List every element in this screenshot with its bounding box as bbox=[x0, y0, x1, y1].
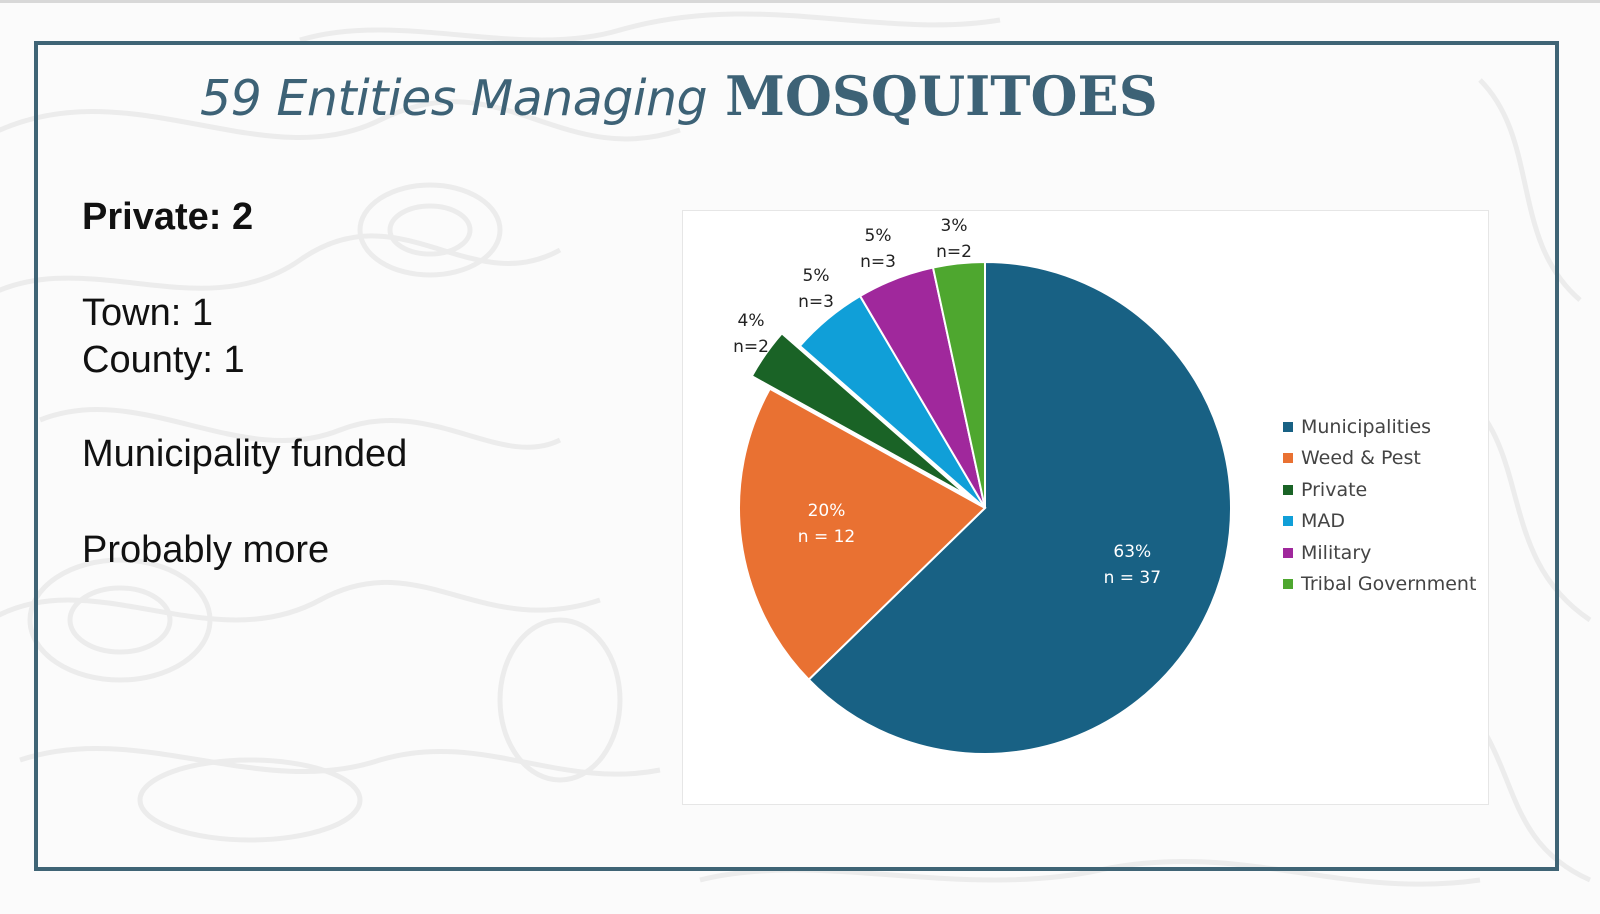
bullet-municipality-funded: Municipality funded bbox=[82, 433, 408, 475]
legend-swatch-mad bbox=[1283, 516, 1293, 527]
legend-label-military: Military bbox=[1301, 541, 1372, 564]
title-light-text: 59 Entities Managing bbox=[200, 70, 708, 127]
data-label-municipalities-count: n = 37 bbox=[1104, 568, 1161, 588]
bullet-county: County: 1 bbox=[82, 339, 245, 381]
data-label-private-count: n=2 bbox=[733, 337, 769, 357]
legend-item-municipalities: Municipalities bbox=[1283, 411, 1476, 443]
legend-label-mad: MAD bbox=[1301, 510, 1346, 533]
legend-item-tribal-government: Tribal Government bbox=[1283, 569, 1476, 601]
top-divider bbox=[0, 0, 1600, 3]
data-label-military-percent: 5% bbox=[865, 226, 892, 246]
title-bold-text: MOSQUITOES bbox=[725, 64, 1158, 128]
data-label-mad-percent: 5% bbox=[803, 266, 830, 286]
legend-label-municipalities: Municipalities bbox=[1301, 415, 1432, 438]
bullet-town: Town: 1 bbox=[82, 292, 213, 334]
slide-frame bbox=[34, 41, 1559, 871]
data-label-private-percent: 4% bbox=[738, 311, 765, 331]
data-label-weed-pest-percent: 20% bbox=[808, 501, 846, 521]
pie-slice-weed-pest bbox=[738, 387, 987, 682]
legend-item-mad: MAD bbox=[1283, 506, 1476, 538]
data-label-weed-pest-count: n = 12 bbox=[798, 527, 855, 547]
legend-item-private: Private bbox=[1283, 474, 1476, 506]
legend-swatch-tribal-government bbox=[1283, 579, 1293, 590]
legend-swatch-private bbox=[1283, 484, 1293, 495]
legend-label-weed-pest: Weed & Pest bbox=[1301, 447, 1421, 470]
legend-label-private: Private bbox=[1301, 478, 1368, 501]
bullet-probably-more: Probably more bbox=[82, 529, 330, 571]
legend-item-military: Military bbox=[1283, 537, 1476, 569]
data-label-military-count: n=3 bbox=[860, 252, 896, 272]
legend-item-weed-pest: Weed & Pest bbox=[1283, 443, 1476, 475]
data-label-tribal-government-count: n=2 bbox=[936, 242, 972, 262]
legend-swatch-municipalities bbox=[1283, 421, 1293, 432]
pie-slice-municipalities bbox=[807, 260, 1232, 755]
legend-swatch-weed-pest bbox=[1283, 453, 1293, 464]
pie-chart-panel: 63% n = 37 20% n = 12 4% n=2 5% n=3 5% n=3 3% n=2 M… bbox=[682, 210, 1489, 805]
slide-title: 59 Entities Managing MOSQUITOES bbox=[200, 56, 1158, 136]
pie-slice-tribal-government bbox=[931, 260, 986, 509]
data-label-tribal-government-percent: 3% bbox=[941, 216, 968, 236]
bullet-private: Private: 2 bbox=[82, 196, 254, 238]
legend-swatch-military bbox=[1283, 547, 1293, 558]
pie-slice-private bbox=[750, 331, 968, 497]
legend-label-tribal-government: Tribal Government bbox=[1301, 573, 1477, 596]
data-label-municipalities-percent: 63% bbox=[1113, 542, 1151, 562]
chart-legend: Municipalities Weed & Pest Private MAD Milit… bbox=[1283, 411, 1476, 600]
data-label-mad-count: n=3 bbox=[798, 292, 834, 312]
pie-chart: 63% n = 37 20% n = 12 4% n=2 5% n=3 5% n=3 3% n=2 bbox=[733, 216, 1232, 755]
